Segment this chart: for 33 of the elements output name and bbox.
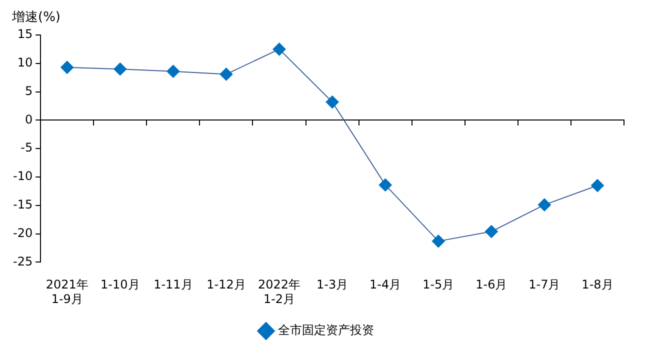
point [166, 64, 180, 78]
point [538, 198, 551, 212]
x-tick-label: 1-10月 [100, 278, 140, 292]
x-tick-label: 2021年 1-9月 [46, 278, 88, 306]
x-tick-label: 1-7月 [528, 278, 560, 292]
y-tick-label: -5 [20, 140, 33, 155]
y-tick-label: -15 [12, 198, 33, 212]
y-tick-label: 10 [17, 56, 33, 70]
x-tick-label: 1-4月 [370, 278, 402, 292]
x-tick-label: 1-6月 [476, 278, 508, 292]
point [590, 179, 604, 192]
x-tick-label: 1-8月 [582, 278, 614, 292]
point [378, 178, 392, 192]
y-tick-label: -25 [12, 254, 33, 268]
x-tick-label: 1-5月 [422, 278, 454, 292]
point [326, 96, 339, 109]
y-tick-label: -20 [12, 226, 33, 240]
point [432, 234, 445, 248]
x-tick-label: 1-11月 [154, 278, 193, 292]
point [220, 68, 233, 81]
point [60, 60, 74, 74]
y-tick-label: -10 [12, 169, 33, 184]
y-axis-title: 增速(%) [12, 9, 60, 26]
point [484, 225, 498, 238]
y-tick-label: 5 [24, 84, 33, 98]
x-tick-label: 2022年 1-2月 [258, 278, 301, 306]
x-tick-label: 1-3月 [316, 278, 348, 292]
x-tick-label: 1-12月 [206, 278, 246, 292]
y-tick-label: 0 [24, 112, 33, 126]
point [272, 42, 286, 56]
legend-label: 全市固定资产投资 [278, 323, 374, 338]
point [114, 62, 127, 76]
y-tick-label: 15 [17, 27, 33, 42]
